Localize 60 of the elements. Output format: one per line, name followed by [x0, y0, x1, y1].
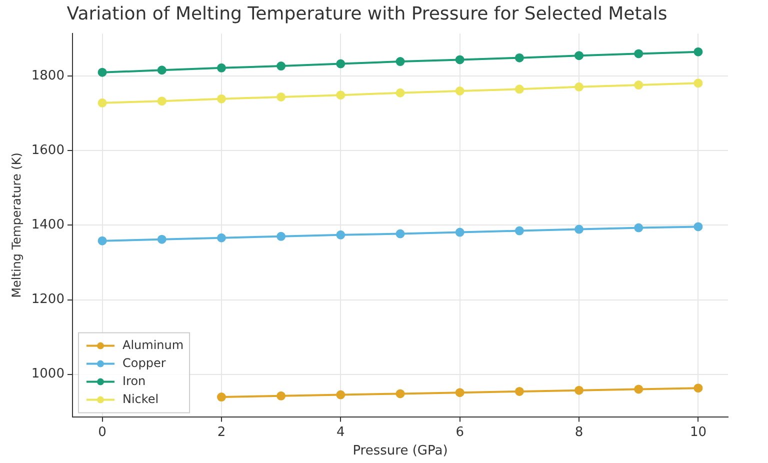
- point: [157, 96, 166, 106]
- point: [336, 90, 346, 100]
- point: [396, 229, 405, 238]
- point: [396, 389, 405, 398]
- point: [455, 388, 464, 398]
- point: [455, 55, 464, 64]
- point: [514, 386, 524, 396]
- y-tick-label: 1000: [31, 366, 64, 382]
- point: [634, 384, 644, 394]
- point: [216, 233, 226, 242]
- point: [694, 78, 703, 88]
- point: [98, 236, 107, 246]
- point: [634, 80, 644, 90]
- point: [514, 226, 524, 236]
- point: [336, 390, 346, 400]
- x-tick-label: 6: [456, 424, 464, 440]
- legend-label: Aluminum: [122, 338, 184, 352]
- point: [396, 88, 405, 98]
- x-tick-label: 10: [690, 424, 706, 440]
- point: [396, 57, 405, 66]
- point: [574, 386, 584, 395]
- x-tick-label: 4: [336, 424, 345, 440]
- x-tick-label: 8: [574, 424, 584, 440]
- point: [514, 53, 524, 62]
- point: [514, 84, 524, 94]
- x-tick-label: 2: [217, 424, 226, 440]
- point: [574, 82, 584, 92]
- point: [336, 230, 346, 240]
- point: [694, 47, 703, 56]
- point: [574, 224, 584, 234]
- y-tick-label: 1400: [31, 218, 64, 233]
- point: [216, 63, 226, 72]
- point: [336, 59, 346, 68]
- point: [98, 68, 107, 77]
- point: [276, 62, 286, 71]
- point: [574, 51, 584, 60]
- point: [455, 228, 464, 237]
- point: [157, 234, 166, 244]
- point: [694, 222, 703, 232]
- point: [276, 232, 286, 241]
- point: [694, 384, 703, 393]
- chart-title: Variation of Melting Temperature with Pressure for Selected Metals: [66, 3, 668, 24]
- legend-label: Copper: [122, 356, 166, 370]
- point: [634, 223, 644, 232]
- point: [216, 392, 226, 402]
- y-axis-title: Melting Temperature (K): [9, 152, 24, 298]
- y-tick-label: 1600: [31, 143, 64, 158]
- legend-label: Nickel: [122, 392, 159, 406]
- y-tick-label: 1800: [31, 68, 64, 84]
- point: [98, 98, 107, 108]
- point: [216, 94, 226, 104]
- point: [455, 86, 464, 96]
- point: [276, 391, 286, 400]
- y-tick-label: 1200: [31, 292, 64, 308]
- legend-label: Iron: [122, 374, 146, 388]
- x-tick-label: 0: [98, 424, 106, 440]
- point: [157, 66, 166, 75]
- point: [634, 49, 644, 58]
- point: [276, 92, 286, 102]
- x-axis-title: Pressure (GPa): [352, 444, 448, 459]
